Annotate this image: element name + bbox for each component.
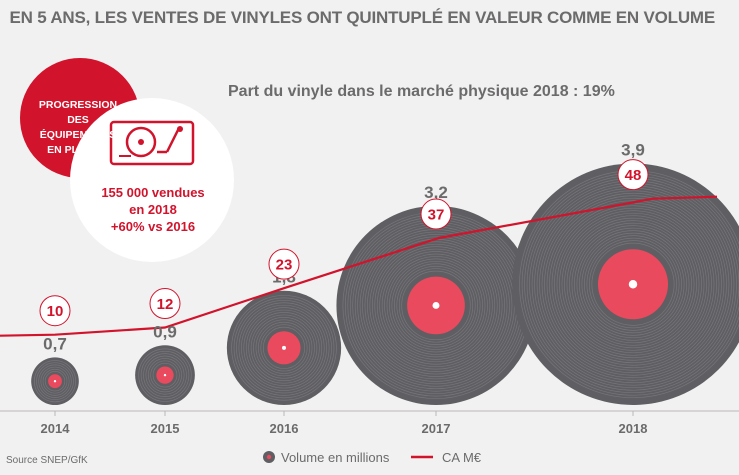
ca-value-label: 48 [625, 167, 642, 184]
chart-title: EN 5 ANS, LES VENTES DE VINYLES ONT QUIN… [9, 8, 715, 27]
source-note: Source SNEP/GfK [6, 455, 88, 466]
ca-value-label: 37 [428, 207, 445, 224]
callout-body-line: en 2018 [129, 202, 177, 217]
x-axis: 2014 2015 2016 2017 2018 [0, 410, 739, 436]
volume-record [135, 345, 195, 405]
callout-heading: PROGRESSION DES ÉQUIPEMENTS EN PLATINE [33, 98, 123, 158]
callout-body-line: +60% vs 2016 [110, 219, 196, 234]
ca-value-bubble: 12 [149, 288, 181, 320]
ca-series-line [0, 195, 718, 337]
legend-ca-label: CA M€ [442, 450, 482, 465]
x-tick-label: 2015 [151, 421, 180, 436]
x-tick-label: 2016 [270, 421, 299, 436]
ca-value-label: 10 [47, 303, 64, 320]
turntable-icon [109, 120, 195, 166]
volume-value-label: 0,9 [153, 322, 177, 341]
volume-value-label: 3,2 [424, 183, 448, 202]
volume-record [512, 163, 739, 405]
legend: Volume en millions CA M€ [263, 450, 482, 465]
x-tick-label: 2014 [41, 421, 71, 436]
ca-line-layer [0, 195, 718, 337]
callout-body: 155 000 vendues en 2018 +60% vs 2016 [88, 184, 218, 235]
callout-heading-line: PROGRESSION [38, 99, 118, 111]
callout-heading-line: DES ÉQUIPEMENTS [39, 114, 117, 141]
legend-volume-label: Volume en millions [281, 450, 390, 465]
ca-value-bubble: 10 [39, 295, 71, 327]
callout-body-line: 155 000 vendues [101, 185, 205, 200]
x-tick-label: 2017 [422, 421, 451, 436]
volume-record [336, 205, 536, 405]
ca-value-label: 12 [157, 296, 174, 313]
ca-value-label: 23 [276, 257, 293, 274]
volume-value-label: 0,7 [43, 334, 67, 353]
volume-value-label: 3,9 [621, 140, 645, 159]
ca-value-bubble: 23 [268, 248, 300, 280]
chart-subtitle: Part du vinyle dans le marché physique 2… [228, 83, 615, 100]
legend-volume-icon [263, 451, 275, 463]
ca-value-bubble: 37 [420, 198, 452, 230]
volume-record [31, 357, 79, 405]
callout-heading-line: EN PLATINE [47, 144, 109, 156]
x-tick-label: 2018 [619, 421, 648, 436]
ca-value-bubble: 48 [617, 159, 649, 191]
volume-record [226, 290, 342, 405]
